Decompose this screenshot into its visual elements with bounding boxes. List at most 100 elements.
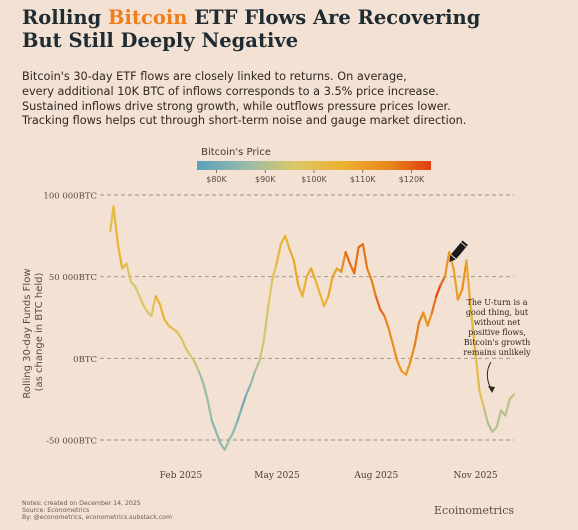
flow-line-segment [253, 360, 261, 373]
title-post: ETF Flows Are Recovering [187, 6, 481, 29]
legend-title: Bitcoin's Price [201, 147, 271, 158]
flow-line-segment [202, 381, 209, 401]
flow-line-segment [193, 360, 200, 373]
annotation-line: The U-turn is a [467, 298, 528, 307]
subtitle-line: every additional 10K BTC of inflows corr… [22, 84, 439, 98]
flow-line-segment [301, 275, 308, 298]
flow-line-segment [474, 349, 481, 393]
flow-line-segment [232, 419, 239, 433]
flow-line-segment [125, 262, 132, 283]
annotation-line: Bitcoin's growth [464, 338, 530, 347]
flow-line-segment [430, 295, 438, 314]
x-tick-label: Feb 2025 [160, 471, 203, 481]
flow-line-segment [353, 246, 360, 275]
flow-line-segment [227, 430, 235, 442]
flow-line-segment [396, 360, 403, 373]
flow-line-segment [249, 370, 257, 386]
chart-title: Rolling Bitcoin ETF Flows Are Recovering… [22, 6, 562, 52]
subtitle-line: Tracking flows helps cut through short-t… [22, 114, 467, 128]
flow-line-segment [370, 278, 377, 298]
flow-line-segment [469, 308, 477, 352]
flow-line-segment [189, 353, 196, 363]
price-legend: Bitcoin's Price $80K $90K $100K $110K $120K [197, 147, 431, 184]
annotation-line: remains unlikely [463, 348, 531, 357]
annotation-line: without net [474, 318, 521, 327]
flow-line-segment [236, 406, 244, 422]
flow-line-segment [413, 321, 421, 347]
legend-ticks: $80K $90K $100K $110K $120K [206, 170, 425, 184]
flow-line-segment [461, 259, 468, 291]
title-line2: But Still Deeply Negative [22, 29, 299, 52]
flow-line-segment [387, 327, 395, 347]
flow-line-segment [366, 267, 373, 282]
y-tick-label: 100 000BTC [43, 192, 97, 202]
flow-line-segment [409, 344, 416, 363]
legend-colorbar [197, 161, 431, 170]
y-axis-label: Rolling 30-day Funds Flow (as change in … [22, 265, 45, 398]
pencil-icon [449, 240, 468, 262]
title-pre: Rolling [22, 6, 109, 29]
title-highlight: Bitcoin [108, 6, 188, 29]
x-axis-ticks: Feb 2025 May 2025 Aug 2025 Nov 2025 [160, 471, 498, 481]
flow-line-segment [482, 406, 490, 425]
flow-line-segment [465, 259, 472, 311]
y-tick-label: 50 000BTC [49, 273, 97, 283]
x-tick-label: Aug 2025 [353, 471, 398, 481]
flow-line-segment [210, 419, 218, 433]
flow-line-segment [331, 267, 339, 278]
flow-line-segment [184, 347, 192, 357]
y-axis-label-line2: (as change in BTC held) [34, 273, 45, 392]
flow-line-segment [197, 370, 205, 384]
flow-line-segment [142, 304, 150, 314]
flow-line [109, 205, 516, 451]
flow-line-segment [309, 267, 317, 282]
flow-line-segment [275, 242, 282, 265]
subtitle-line: Bitcoin's 30-day ETF flows are closely l… [22, 70, 407, 83]
flow-line-segment [426, 311, 434, 327]
flow-line-segment [314, 278, 321, 295]
flow-line-segment [322, 295, 330, 308]
flow-line-segment [443, 251, 451, 278]
flow-line-segment [271, 262, 278, 282]
footer-notes: Notes: created on December 14, 2025 Sour… [22, 500, 172, 522]
flow-line-segment [478, 389, 485, 409]
flow-line-segment [504, 398, 511, 417]
flow-line-segment [154, 295, 162, 306]
flow-line-segment [327, 275, 334, 298]
legend-tick-label: $110K [350, 175, 376, 184]
flow-line-segment [180, 337, 187, 350]
flow-line-segment [112, 205, 119, 246]
flow-line-segment [383, 314, 390, 331]
footer-note: By: @econometrics, econometrics.substack… [22, 514, 172, 522]
legend-tick-label: $100K [301, 175, 327, 184]
flow-line-segment [245, 383, 252, 396]
annotation-line: positive flows, [468, 328, 526, 337]
flow-line-segment [116, 242, 124, 270]
flow-line-segment [150, 295, 157, 317]
x-tick-label: May 2025 [254, 471, 300, 481]
y-tick-label: -50 000BTC [46, 437, 97, 447]
flow-line-segment [176, 331, 183, 340]
flow-line-segment [379, 308, 386, 317]
legend-tick-label: $120K [399, 175, 425, 184]
flow-line-segment [163, 318, 170, 327]
annotation: The U-turn is a good thing, but without … [463, 298, 531, 357]
flow-line-segment [495, 409, 503, 429]
flow-line-segment [240, 393, 248, 409]
y-axis-ticks: 100 000BTC 50 000BTC 0BTC -50 000BTC [43, 192, 97, 447]
flow-line-segment [361, 242, 369, 270]
flow-line-segment [422, 311, 429, 327]
grid-lines [100, 194, 514, 441]
flow-line-segment [340, 251, 347, 273]
flow-line-segment [404, 360, 412, 376]
annotation-line: good thing, but [466, 308, 529, 317]
subtitle-line: Sustained inflows drive strong growth, w… [22, 99, 451, 113]
flow-line-segment [297, 283, 304, 298]
flow-line-segment [138, 295, 145, 308]
brand-logo: Ecoinometrics [434, 504, 514, 517]
flow-line-segment [292, 259, 300, 286]
flow-line-segment [223, 438, 231, 451]
flow-line-segment [439, 275, 447, 286]
flow-line-segment [452, 267, 459, 301]
